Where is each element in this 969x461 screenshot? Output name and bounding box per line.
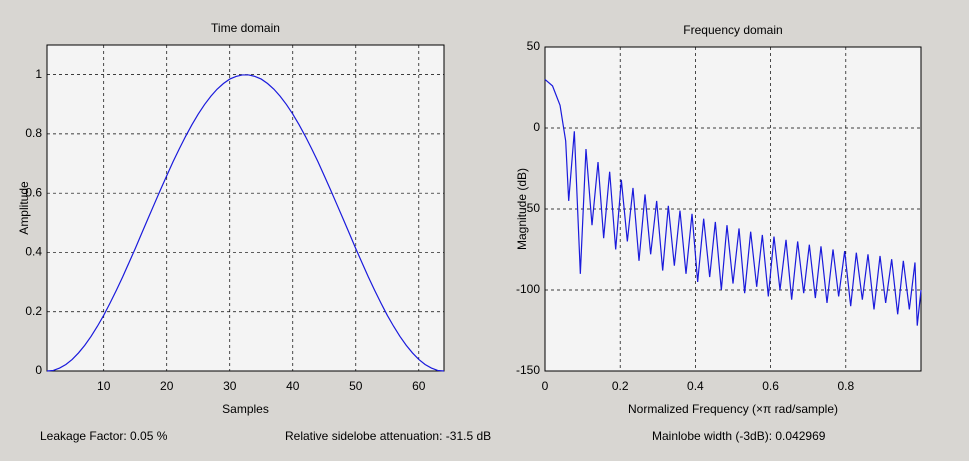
y-tick-label: 0.8 <box>25 126 42 140</box>
x-tick-label: 0.4 <box>687 379 704 393</box>
y-axis-label: Magnitude (dB) <box>515 168 529 250</box>
x-tick-label: 0.2 <box>612 379 629 393</box>
x-axis-label: Normalized Frequency (×π rad/sample) <box>628 402 838 416</box>
x-tick-label: 40 <box>286 379 300 393</box>
y-tick-label: 0.6 <box>25 185 42 199</box>
y-tick-label: 1 <box>35 67 42 81</box>
x-tick-label: 0.6 <box>762 379 779 393</box>
x-tick-label: 0.8 <box>837 379 854 393</box>
x-tick-label: 0 <box>542 379 549 393</box>
y-tick-label: 0.2 <box>25 304 42 318</box>
chart-title: Frequency domain <box>683 23 782 37</box>
chart-title: Time domain <box>211 21 280 35</box>
mainlobe-width: Mainlobe width (-3dB): 0.042969 <box>652 429 826 443</box>
x-tick-label: 60 <box>412 379 426 393</box>
data-line <box>544 78 922 326</box>
plot-area <box>46 44 445 372</box>
x-axis-label: Samples <box>222 402 269 416</box>
y-axis-label: Amplitude <box>17 181 31 235</box>
sidelobe-attenuation: Relative sidelobe attenuation: -31.5 dB <box>285 429 491 443</box>
x-tick-label: 50 <box>349 379 363 393</box>
data-line <box>46 74 445 372</box>
x-tick-label: 20 <box>160 379 174 393</box>
leakage-factor: Leakage Factor: 0.05 % <box>40 429 168 443</box>
y-tick-label: -100 <box>516 282 540 296</box>
x-tick-label: 30 <box>223 379 237 393</box>
x-tick-label: 10 <box>97 379 111 393</box>
y-tick-label: 0.4 <box>25 245 42 259</box>
y-tick-label: -150 <box>516 363 540 377</box>
y-tick-label: 50 <box>527 39 541 53</box>
y-tick-label: 0 <box>35 363 42 377</box>
y-tick-label: 0 <box>533 120 540 134</box>
y-tick-label: -50 <box>523 201 541 215</box>
